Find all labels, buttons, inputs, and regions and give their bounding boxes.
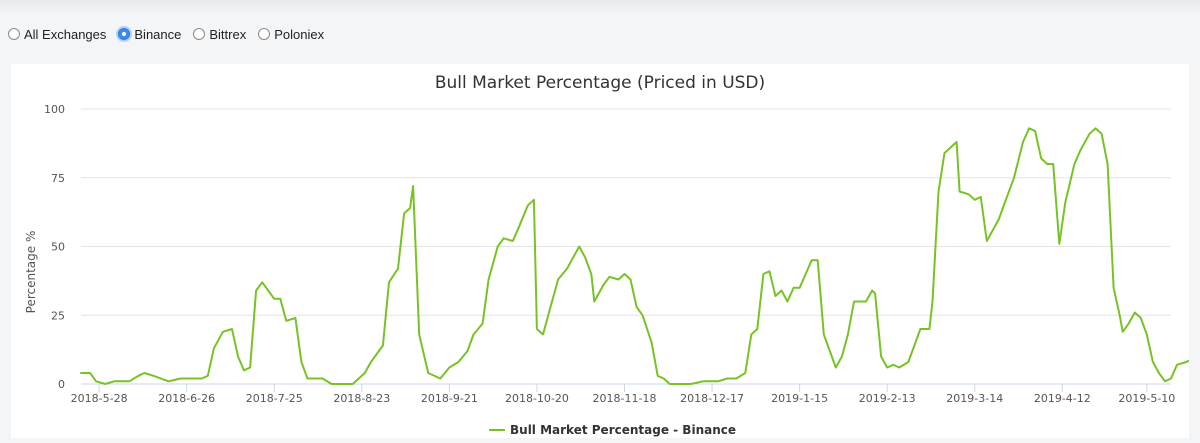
x-tick-label: 2018-9-21 (421, 392, 478, 405)
y-tick-labels: 0 25 50 75 100 (44, 103, 65, 391)
grid-layer (81, 108, 1171, 392)
radio-button-checked[interactable] (118, 28, 131, 40)
radio-label: Binance (134, 26, 182, 42)
x-tick-label: 2018-8-23 (333, 392, 390, 405)
legend-label[interactable]: Bull Market Percentage - Binance (510, 423, 736, 437)
series-line-binance[interactable] (80, 127, 1200, 385)
x-tick-label: 2019-1-15 (771, 392, 828, 405)
chart-title: Bull Market Percentage (Priced in USD) (435, 73, 765, 93)
x-tick-label: 2019-2-13 (859, 392, 916, 405)
radio-button[interactable] (193, 28, 206, 40)
x-tick-label: 2018-5-28 (71, 392, 128, 405)
radio-button[interactable] (8, 28, 20, 40)
top-shade (0, 0, 1200, 16)
radio-option-binance[interactable]: Binance (118, 27, 181, 42)
y-tick-label: 50 (51, 241, 65, 254)
radio-label: All Exchanges (24, 26, 107, 42)
radio-option-bittrex[interactable]: Bittrex (193, 27, 246, 42)
radio-option-all-exchanges[interactable]: All Exchanges (8, 27, 106, 42)
bull-market-chart: Bull Market Percentage (Priced in USD) P… (24, 73, 1200, 437)
x-tick-labels: 2018-5-28 2018-6-26 2018-7-25 2018-8-23 2018… (71, 392, 1176, 405)
y-axis-title: Percentage % (24, 231, 38, 314)
radio-button[interactable] (258, 28, 271, 40)
y-tick-label: 0 (58, 378, 65, 391)
x-tick-label: 2018-12-17 (680, 392, 744, 405)
legend[interactable]: Bull Market Percentage - Binance (489, 423, 736, 437)
x-tick-label: 2019-4-12 (1034, 392, 1091, 405)
y-tick-label: 25 (51, 309, 65, 322)
x-tick-label: 2018-10-20 (505, 392, 569, 405)
y-tick-label: 100 (44, 103, 65, 116)
x-tick-label: 2019-3-14 (946, 392, 1003, 405)
x-tick-label: 2018-11-18 (593, 392, 657, 405)
x-tick-label: 2019-5-10 (1118, 392, 1175, 405)
series-layer (80, 127, 1200, 385)
x-tick-label: 2018-6-26 (158, 392, 215, 405)
y-tick-label: 75 (51, 172, 65, 185)
exchange-selector: All Exchanges Binance Bittrex Poloniex (8, 24, 324, 44)
radio-label: Bittrex (209, 26, 247, 42)
chart-panel: Bull Market Percentage (Priced in USD) P… (11, 64, 1200, 438)
x-tick-label: 2018-7-25 (246, 392, 303, 405)
radio-label: Poloniex (274, 26, 325, 42)
radio-option-poloniex[interactable]: Poloniex (258, 27, 324, 42)
